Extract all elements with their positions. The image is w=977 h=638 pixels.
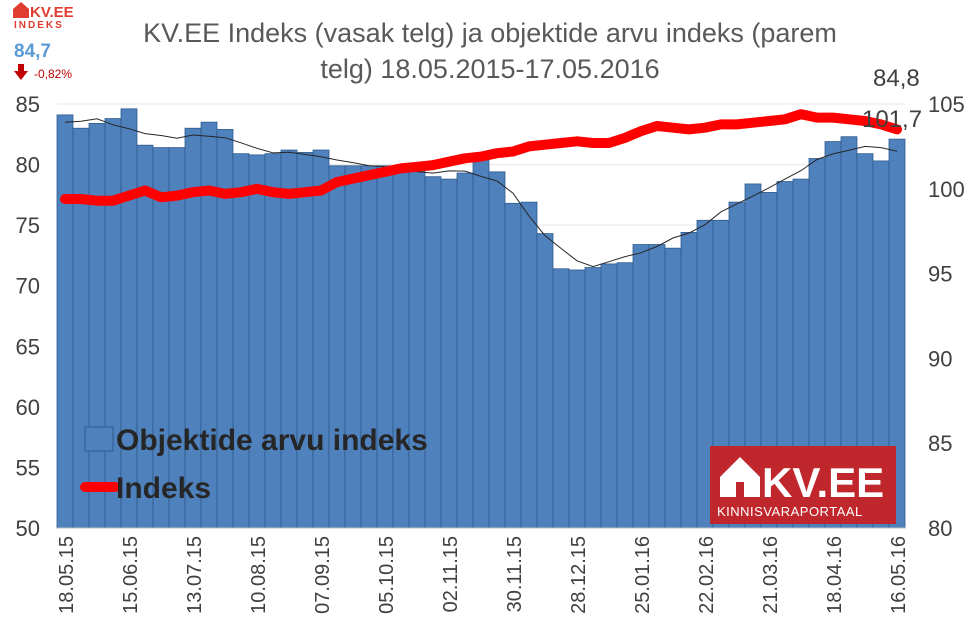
house-icon xyxy=(720,457,760,497)
right-axis-tick-label: 85 xyxy=(928,431,952,456)
right-axis-tick-label: 80 xyxy=(928,516,952,541)
bar xyxy=(56,114,74,529)
bar xyxy=(680,232,698,529)
legend: Objektide arvu indeks Indeks xyxy=(80,424,428,505)
bar xyxy=(200,121,218,529)
x-axis-tick-label: 02.11.15 xyxy=(440,536,462,612)
index-end-label: 101,7 xyxy=(862,106,922,133)
right-axis-tick-label: 105 xyxy=(928,92,965,117)
chart-title-line-2: telg) 18.05.2015-17.05.2016 xyxy=(320,54,659,84)
end-labels: 84,8 101,7 xyxy=(862,65,922,133)
bar xyxy=(328,165,346,529)
x-axis-tick-label: 16.05.16 xyxy=(888,536,910,614)
bar xyxy=(648,244,666,529)
left-axis-tick-label: 85 xyxy=(16,92,40,117)
x-axis-tick-label: 15.06.15 xyxy=(120,536,142,614)
bar xyxy=(536,233,554,529)
corner-index-widget: KV.EE INDEKS 84,7 -0,82% xyxy=(13,2,74,81)
bar xyxy=(104,118,122,529)
bar xyxy=(568,269,586,529)
left-axis-tick-label: 75 xyxy=(16,213,40,238)
bar-end-label: 84,8 xyxy=(873,65,920,92)
bar xyxy=(168,147,186,529)
legend-label-bars: Objektide arvu indeks xyxy=(116,424,428,457)
moving-average-path xyxy=(64,118,898,268)
bar xyxy=(312,149,330,529)
bar xyxy=(280,149,298,529)
bar xyxy=(88,122,106,529)
left-axis-tick-label: 70 xyxy=(16,274,40,299)
x-axis-tick-label: 05.10.15 xyxy=(376,536,398,614)
house-door xyxy=(736,482,744,497)
left-axis-tick-label: 80 xyxy=(16,153,40,178)
x-axis-tick-label: 13.07.15 xyxy=(184,536,206,614)
arrow-down-icon xyxy=(14,64,28,80)
bar xyxy=(664,247,682,529)
x-axis-tick-label: 30.11.15 xyxy=(504,536,526,612)
x-axis-tick-label: 28.12.15 xyxy=(568,536,590,614)
corner-index-change: -0,82% xyxy=(34,67,72,81)
bar xyxy=(408,170,426,529)
moving-average-line xyxy=(64,118,898,268)
bar xyxy=(520,201,538,529)
x-axis-tick-label: 25.01.16 xyxy=(632,536,654,614)
bar xyxy=(600,263,618,529)
bar xyxy=(472,154,490,529)
bar xyxy=(72,127,90,529)
bar xyxy=(488,171,506,529)
chart-title: KV.EE Indeks (vasak telg) ja objektide a… xyxy=(143,18,837,84)
bar xyxy=(248,154,266,529)
left-axis: 50 55 60 65 70 75 80 85 xyxy=(16,92,40,541)
right-axis-tick-label: 100 xyxy=(928,177,965,202)
bar xyxy=(504,202,522,529)
x-axis-tick-label: 07.09.15 xyxy=(312,536,334,614)
x-axis-tick-label: 18.05.15 xyxy=(56,536,78,614)
bar xyxy=(616,262,634,529)
legend-bar-swatch xyxy=(84,426,114,452)
x-axis-tick-label: 21.03.16 xyxy=(760,536,782,614)
corner-logo-text: KV.EE xyxy=(30,4,74,21)
right-axis: 80 85 90 95 100 105 xyxy=(928,92,965,541)
corner-index-value: 84,7 xyxy=(14,41,51,62)
bar xyxy=(424,176,442,529)
x-axis: 18.05.15 15.06.15 13.07.15 10.08.15 07.09.15… xyxy=(56,527,910,614)
x-axis-tick-label: 22.02.16 xyxy=(696,536,718,614)
house-icon xyxy=(13,2,29,18)
right-axis-tick-label: 90 xyxy=(928,346,952,371)
bar xyxy=(440,178,458,529)
bar xyxy=(376,165,394,529)
x-axis-tick-label: 18.04.16 xyxy=(824,536,846,614)
right-axis-tick-label: 95 xyxy=(928,262,952,287)
bar xyxy=(120,108,138,529)
bar xyxy=(632,244,650,529)
bar xyxy=(232,153,250,529)
bar xyxy=(136,144,154,529)
bar xyxy=(584,267,602,529)
bar xyxy=(392,165,410,529)
bar xyxy=(456,172,474,529)
bar xyxy=(296,152,314,529)
bar xyxy=(152,147,170,529)
bar xyxy=(264,153,282,529)
bar xyxy=(344,165,362,529)
corner-logo: KV.EE INDEKS xyxy=(13,2,74,31)
left-axis-tick-label: 55 xyxy=(16,455,40,480)
corner-logo-subtext: INDEKS xyxy=(14,20,64,31)
left-axis-tick-label: 65 xyxy=(16,334,40,359)
bar xyxy=(360,165,378,529)
legend-label-index: Indeks xyxy=(116,472,211,505)
chart-title-line-1: KV.EE Indeks (vasak telg) ja objektide a… xyxy=(143,18,837,48)
index-line-series xyxy=(60,109,902,206)
kv-logo-text: KV.EE xyxy=(762,459,884,506)
left-axis-tick-label: 60 xyxy=(16,395,40,420)
kv-logo-subtext: KINNISVARAPORTAAL xyxy=(717,504,863,519)
left-axis-tick-label: 50 xyxy=(16,516,40,541)
bar xyxy=(552,268,570,529)
kv-logo: KV.EE KINNISVARAPORTAAL xyxy=(710,446,896,524)
x-axis-tick-label: 10.08.15 xyxy=(248,536,270,614)
